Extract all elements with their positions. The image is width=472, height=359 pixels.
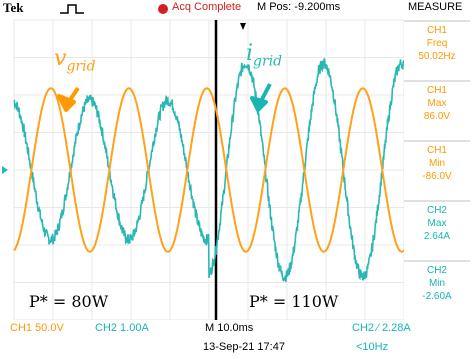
measurement-value-3: 2.64A (423, 231, 451, 242)
igrid-label-base: i (246, 41, 254, 66)
ch2-scale: CH2 1.00A (95, 322, 149, 334)
acquisition-status: Acq Complete (172, 1, 242, 13)
trigger-frequency: <10Hz (356, 341, 389, 353)
measure-menu-title[interactable]: MEASURE (408, 1, 463, 13)
measurement-label-3-1: Max (427, 218, 447, 229)
measurement-label-1-1: Max (427, 98, 447, 109)
measurement-label-1-0: CH1 (426, 85, 447, 96)
measurement-value-2: -86.0V (422, 171, 452, 182)
timebase: M 10.0ms (205, 322, 254, 334)
plot-grid (13, 19, 404, 320)
measurement-3: CH2 Max 2.64A (404, 200, 470, 248)
series-igrid (13, 58, 404, 283)
vgrid-arrow (57, 86, 80, 112)
status-bar: Tek Acq Complete M Pos: -9.200ms MEASURE (0, 0, 472, 18)
vgrid-label-base: v (54, 46, 67, 71)
vgrid-label: vgrid (54, 46, 96, 74)
power-label-before: P* = 80W (29, 292, 109, 311)
measurement-label-0-1: Freq (426, 38, 448, 49)
measurement-value-4: -2.60A (422, 291, 452, 302)
ch1-scale: CH1 50.0V (10, 322, 64, 334)
measurement-label-2-0: CH1 (426, 145, 447, 156)
trigger-mode-icon (60, 4, 84, 14)
igrid-label-sub: grid (253, 53, 283, 70)
vgrid-label-sub: grid (66, 58, 96, 75)
ch2-ground-marker (2, 166, 8, 174)
igrid-arrow (250, 83, 272, 112)
trigger-setting: CH2 ∕ 2.28A (352, 322, 411, 334)
measurement-label-4-1: Min (428, 278, 446, 289)
brand-logo: Tek (3, 0, 24, 15)
acquisition-indicator-icon (158, 4, 168, 14)
measurement-label-3-0: CH2 (426, 205, 447, 216)
measurement-panel: CH1 Freq 50.02Hz CH1 Max 86.0V CH1 Min -86.0V CH2… (404, 20, 472, 320)
horizontal-position: M Pos: -9.200ms (257, 1, 341, 13)
date-time: 13-Sep-21 17:47 (203, 341, 285, 353)
waveforms (13, 58, 404, 283)
measurement-value-0: 50.02Hz (418, 51, 456, 62)
trigger-position-arrow (240, 23, 246, 30)
measurement-value-1: 86.0V (423, 111, 451, 122)
measurement-label-0-0: CH1 (426, 25, 447, 36)
series-vgrid (13, 87, 404, 253)
measurement-label-2-1: Min (428, 158, 446, 169)
measurement-4: CH2 Min -2.60A (404, 260, 470, 308)
power-label-after: P* = 110W (249, 292, 339, 311)
igrid-label: igrid (246, 41, 282, 69)
measurement-0: CH1 Freq 50.02Hz (404, 20, 470, 68)
scale-bar: CH1 50.0V CH2 1.00A M 10.0ms 13-Sep-21 1… (0, 320, 472, 359)
oscilloscope-plot (0, 18, 404, 320)
measurement-label-4-0: CH2 (426, 265, 447, 276)
plot-background (0, 18, 404, 320)
measurement-2: CH1 Min -86.0V (404, 140, 470, 188)
measurement-1: CH1 Max 86.0V (404, 80, 470, 128)
